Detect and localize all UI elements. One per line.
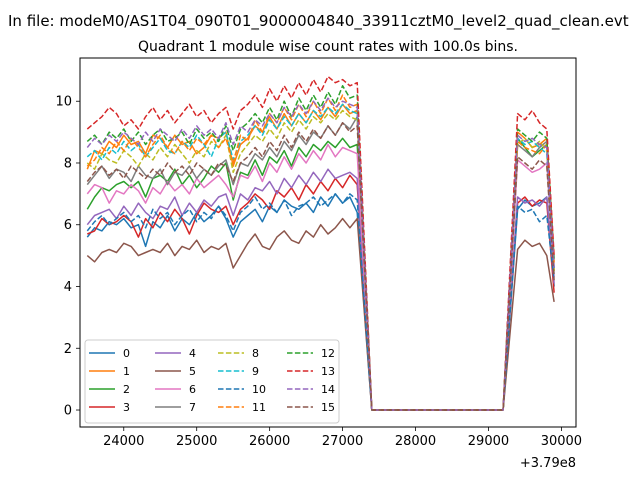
- series-line-9: [86, 103, 555, 411]
- y-tick-label: 10: [55, 95, 72, 110]
- legend-label-11: 11: [252, 401, 266, 414]
- series-lines: [86, 75, 555, 411]
- legend-label-9: 9: [252, 365, 259, 378]
- y-axis: 0 2 4 6 8 10: [55, 95, 80, 419]
- legend-label-7: 7: [189, 401, 196, 414]
- x-tick-label: 26000: [249, 434, 290, 449]
- series-line-14: [86, 97, 555, 411]
- x-tick-label: 28000: [395, 434, 436, 449]
- figure-suptitle: In file: modeM0/AS1T04_090T01_9000004840…: [8, 12, 629, 31]
- legend-label-6: 6: [189, 383, 196, 396]
- x-offset-label: +3.79e8: [520, 456, 576, 471]
- series-line-11: [86, 94, 555, 411]
- y-tick-label: 2: [64, 342, 72, 357]
- y-tick-label: 8: [64, 156, 72, 171]
- legend-label-0: 0: [123, 347, 130, 360]
- legend-box: [84, 339, 340, 424]
- legend-label-4: 4: [189, 347, 196, 360]
- legend-label-1: 1: [123, 365, 130, 378]
- legend-label-10: 10: [252, 383, 266, 396]
- plot-frame: [79, 57, 577, 428]
- series-line-15: [86, 122, 555, 411]
- x-tick-label: 25000: [176, 434, 217, 449]
- legend-label-14: 14: [321, 383, 335, 396]
- legend-label-5: 5: [189, 365, 196, 378]
- x-tick-label: 30000: [541, 434, 582, 449]
- x-tick-label: 24000: [103, 434, 144, 449]
- legend-label-8: 8: [252, 347, 259, 360]
- legend-label-13: 13: [321, 365, 335, 378]
- x-tick-label: 27000: [322, 434, 363, 449]
- legend-label-2: 2: [123, 383, 130, 396]
- x-tick-label: 29000: [468, 434, 509, 449]
- y-tick-label: 6: [64, 218, 72, 233]
- x-axis: 24000 25000 26000 27000 28000 29000 30000: [103, 427, 582, 449]
- legend-label-3: 3: [123, 401, 130, 414]
- chart-title: Quadrant 1 module wise count rates with …: [138, 39, 518, 55]
- y-tick-label: 0: [64, 404, 72, 419]
- legend-label-15: 15: [321, 401, 335, 414]
- legend-label-12: 12: [321, 347, 335, 360]
- y-tick-label: 4: [64, 280, 72, 295]
